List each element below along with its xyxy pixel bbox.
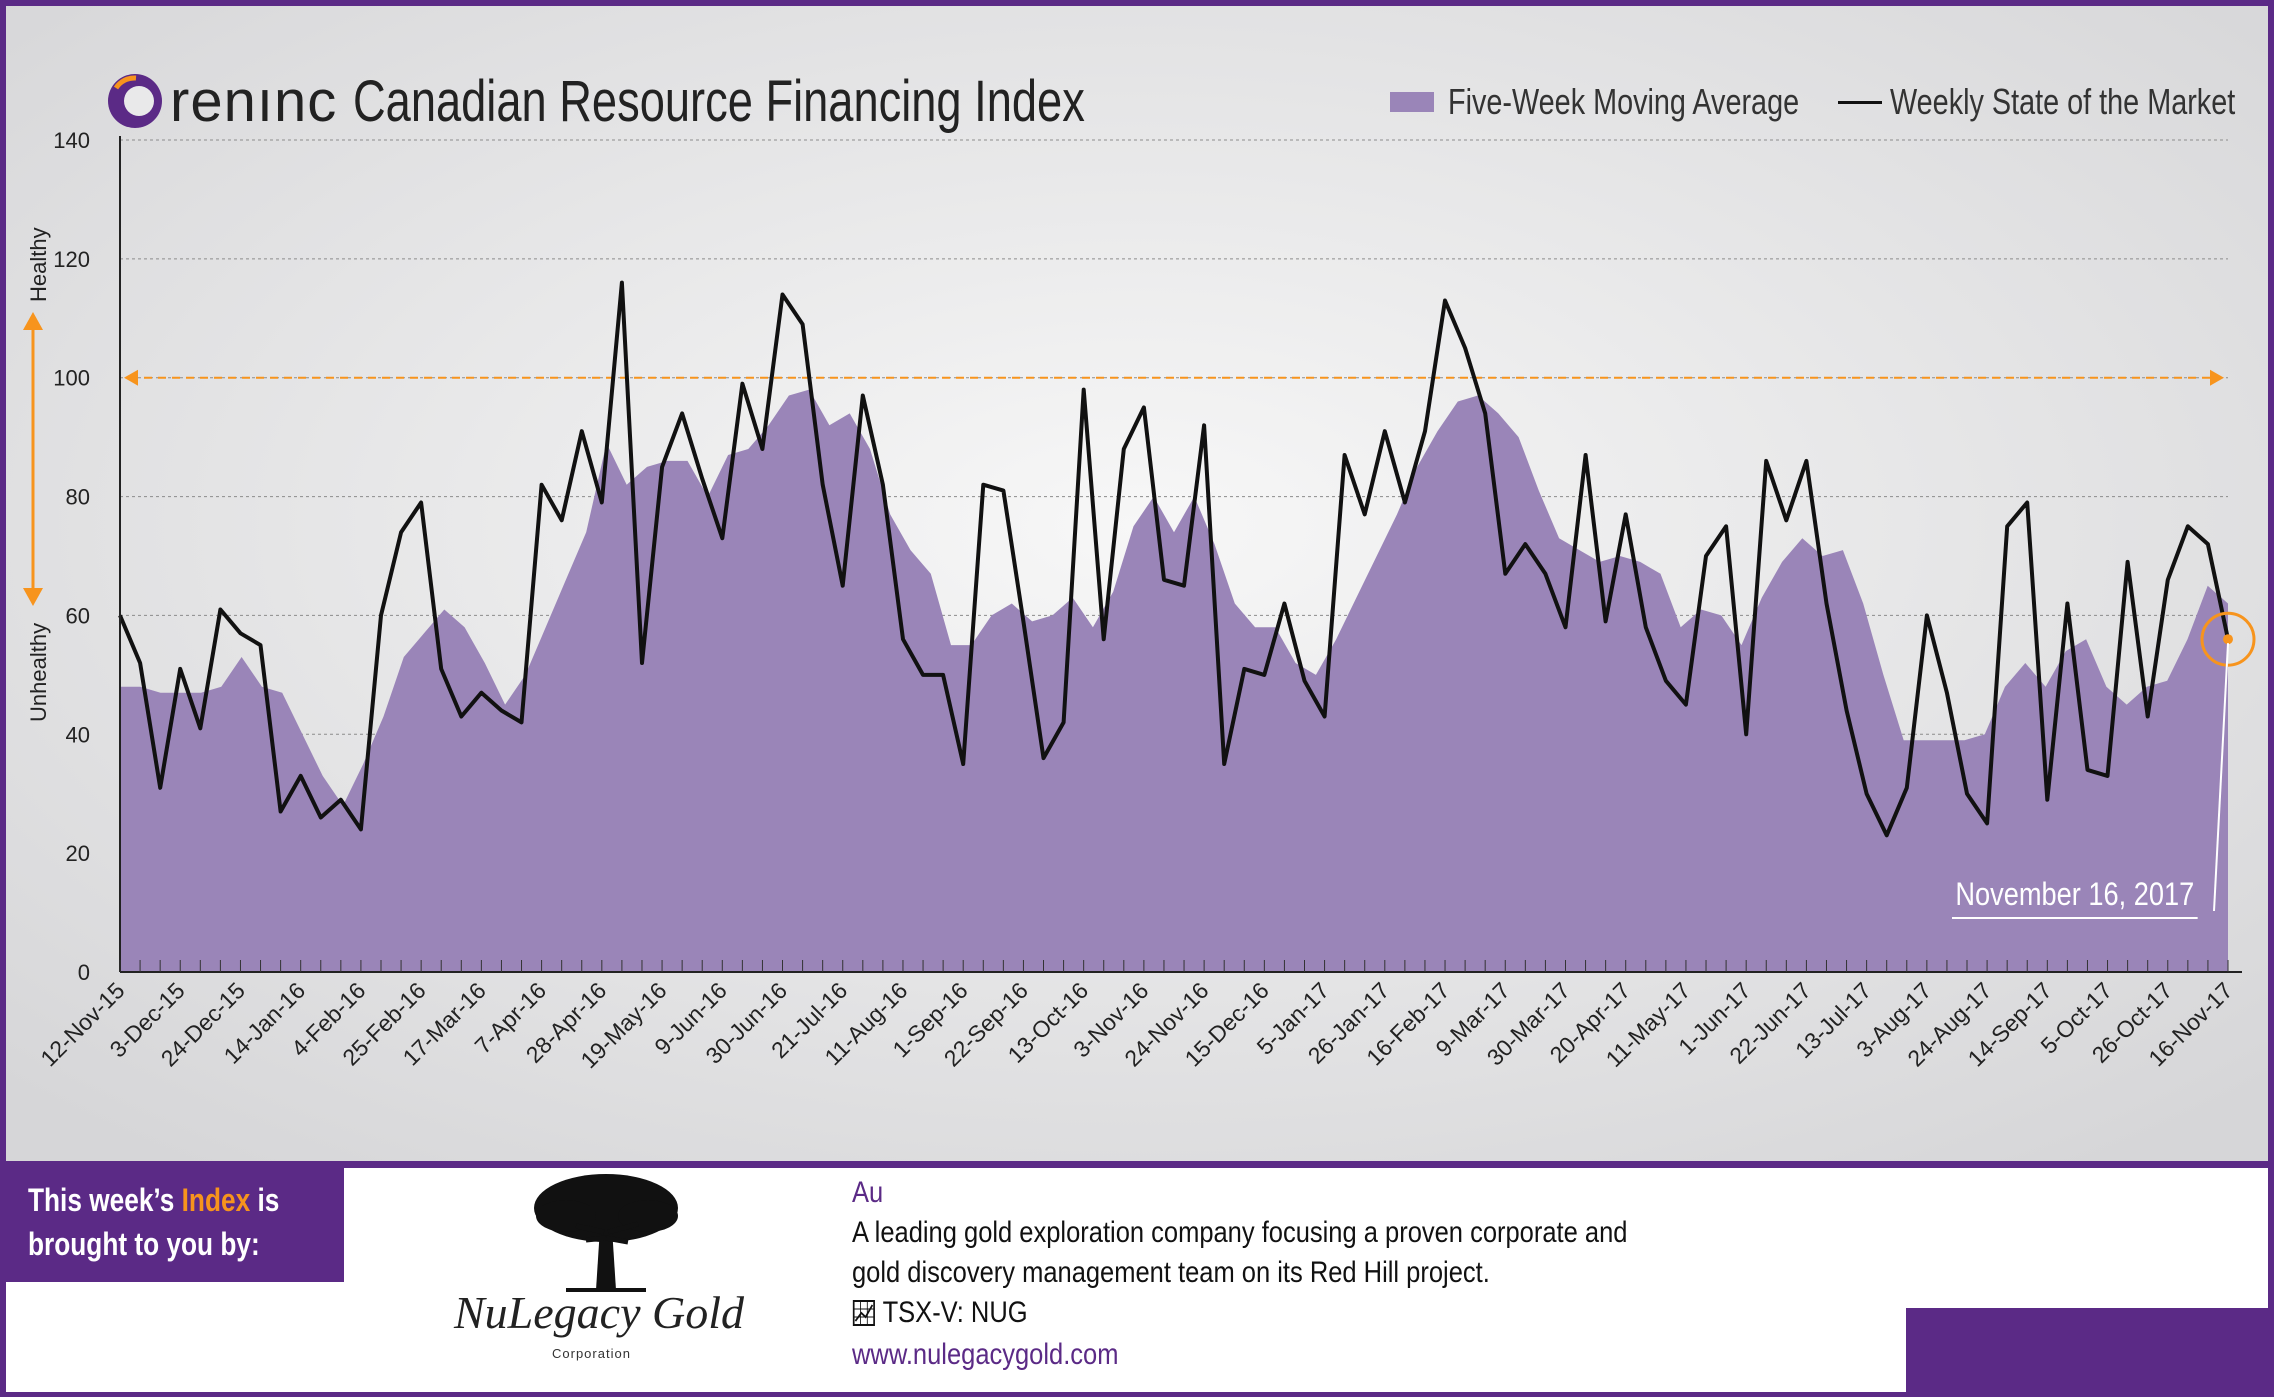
highlight-point — [2223, 634, 2233, 645]
stock-chart-icon — [852, 1300, 875, 1326]
sponsor-tag: This week’s Index is brought to you by: — [6, 1168, 344, 1282]
legend-area-swatch — [1390, 92, 1434, 112]
chart-panel: 0 20 40 60 80 100 120 140 12-Nov-15 3-Dec-15 24-De… — [6, 6, 2268, 1161]
healthy-label: Healthy — [26, 227, 51, 302]
ticker-row: TSX-V: NUG — [852, 1296, 1028, 1330]
legend-area-label: Five-Week Moving Average — [1448, 81, 1800, 122]
y-tick-label: 40 — [66, 722, 90, 747]
y-tick-label: 80 — [66, 485, 90, 510]
company-description-line2: gold discovery management team on its Re… — [852, 1256, 1490, 1289]
sponsor-tag-line2: brought to you by: — [28, 1226, 260, 1262]
company-description-line1: A leading gold exploration company focus… — [852, 1216, 1628, 1249]
health-arrow-up — [23, 312, 43, 330]
sponsor-tag-line1: This week’s Index is — [28, 1182, 280, 1218]
brand-name: renınc — [170, 68, 338, 134]
legend-area-item: Five-Week Moving Average — [1390, 81, 1887, 122]
threshold-arrow-left — [124, 369, 138, 386]
company-url-link[interactable]: www.nulegacygold.com — [852, 1338, 1119, 1371]
commodity-symbol: Au — [852, 1176, 884, 1209]
threshold-arrow-right — [2210, 369, 2224, 386]
company-subtitle: Corporation — [552, 1346, 631, 1361]
chart-header: renınc Canadian Resource Financing Index — [106, 56, 1291, 146]
callout-leader — [2213, 643, 2229, 912]
series-area-moving-average — [120, 389, 2228, 973]
y-tick-label: 20 — [66, 841, 90, 866]
y-tick-label: 0 — [78, 960, 90, 985]
index-highlight: Index — [181, 1182, 251, 1218]
corner-block — [1906, 1308, 2268, 1392]
sponsor-band: This week’s Index is brought to you by: … — [6, 1168, 2268, 1392]
y-tick-label: 120 — [53, 247, 90, 272]
y-tick-label: 60 — [66, 603, 90, 628]
company-wordmark: NuLegacy Gold — [454, 1287, 745, 1338]
health-arrow-down — [23, 588, 43, 606]
y-tick-label: 140 — [53, 128, 90, 153]
tree-logo-icon — [534, 1174, 678, 1292]
orenine-logo-icon — [106, 72, 164, 130]
highlight-ring — [2200, 611, 2256, 667]
legend-line-label: Weekly State of the Market — [1890, 81, 2236, 122]
chart-svg: 02040608010012014012-Nov-153-Dec-1524-De… — [6, 6, 2268, 1161]
series-line-weekly — [118, 280, 2230, 838]
ticker-symbol: TSX-V: NUG — [882, 1296, 1028, 1329]
latest-date-callout: November 16, 2017 — [1952, 876, 2198, 919]
legend-line-swatch — [1838, 100, 1882, 104]
y-tick-label: 100 — [53, 366, 90, 391]
unhealthy-label: Unhealthy — [26, 622, 51, 722]
legend-line-item: Weekly State of the Market — [1838, 81, 2268, 122]
chart-title: Canadian Resource Financing Index — [353, 68, 1086, 134]
